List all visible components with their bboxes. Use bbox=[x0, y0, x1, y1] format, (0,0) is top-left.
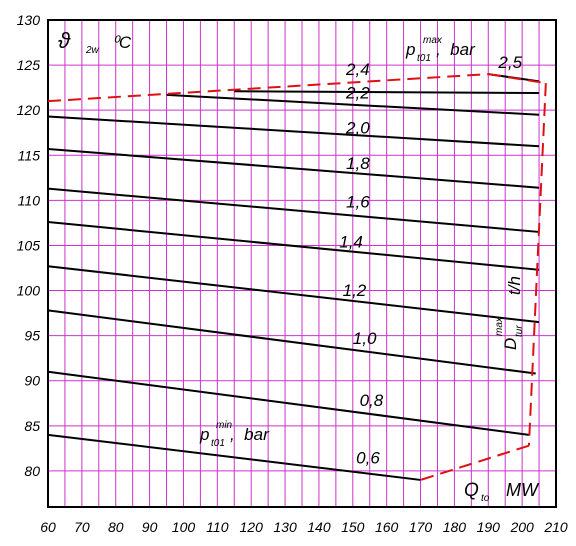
x-tick-label: 120 bbox=[240, 519, 264, 535]
series-label: 1,8 bbox=[346, 154, 370, 173]
dmax-label-unit: t/h bbox=[505, 276, 524, 295]
series-label: 1,2 bbox=[343, 281, 367, 300]
series-line-1-4 bbox=[47, 221, 540, 271]
x-axis-label-unit: MW bbox=[506, 480, 540, 500]
y-axis-label-symbol: ϑ bbox=[58, 28, 71, 53]
series-line-1-2 bbox=[47, 265, 540, 324]
x-tick-label: 130 bbox=[273, 519, 297, 535]
x-tick-label: 80 bbox=[108, 519, 124, 535]
series-group bbox=[47, 73, 540, 481]
boundary-segment bbox=[420, 444, 530, 481]
x-axis-label-subscript: to bbox=[481, 493, 490, 504]
y-tick-label: 95 bbox=[24, 328, 40, 344]
dmax-label: D tur max t/h bbox=[494, 276, 525, 350]
boundary-group bbox=[47, 73, 547, 481]
series-label: 1,0 bbox=[353, 329, 377, 348]
x-axis-label-symbol: Q bbox=[464, 480, 479, 501]
pmax-label-main: p bbox=[405, 40, 415, 59]
x-tick-label: 110 bbox=[206, 519, 229, 535]
x-tick-label: 90 bbox=[142, 519, 158, 535]
pmax-label: p t01 max , bar bbox=[405, 35, 476, 64]
line-labels: 0,6 0,8 1,0 1,2 1,4 1,6 1,8 2,0 2,2 2,4 2,5 bbox=[339, 53, 522, 468]
series-label: 1,6 bbox=[346, 193, 370, 212]
x-tick-label: 150 bbox=[341, 519, 365, 535]
y-tick-label: 80 bbox=[24, 463, 40, 479]
grid bbox=[47, 19, 557, 507]
x-tick-label: 100 bbox=[172, 519, 196, 535]
boundary-segment bbox=[527, 83, 547, 446]
x-tick-label: 190 bbox=[477, 519, 501, 535]
pmin-label: p t01 min , bar bbox=[199, 420, 270, 449]
pmin-label-main: p bbox=[199, 425, 209, 444]
series-line-1-8 bbox=[47, 147, 540, 189]
y-tick-label: 90 bbox=[24, 373, 40, 389]
series-line-2-4 bbox=[234, 90, 540, 95]
y-axis-label-subscript: 2w bbox=[85, 45, 100, 56]
x-tick-label: 70 bbox=[74, 519, 90, 535]
y-tick-label: 85 bbox=[24, 418, 40, 434]
series-line-1-0 bbox=[47, 309, 536, 375]
y-tick-label: 115 bbox=[18, 147, 41, 163]
y-tick-label: 125 bbox=[17, 57, 41, 73]
x-tick-label: 180 bbox=[443, 519, 467, 535]
x-tick-label: 160 bbox=[375, 519, 399, 535]
series-line-2-2 bbox=[166, 93, 540, 116]
x-axis-label: Q to MW bbox=[464, 480, 540, 504]
pmax-label-sup: max bbox=[423, 35, 443, 46]
y-tick-label: 130 bbox=[17, 12, 41, 28]
series-label: 2,0 bbox=[345, 119, 370, 138]
x-tick-label: 170 bbox=[409, 519, 433, 535]
series-line-0-6 bbox=[47, 433, 421, 481]
y-tick-label: 110 bbox=[18, 192, 41, 208]
y-tick-label: 120 bbox=[17, 102, 41, 118]
y-tick-label: 105 bbox=[17, 237, 41, 253]
pmax-label-sub: t01 bbox=[417, 53, 431, 64]
series-line-0-8 bbox=[47, 370, 530, 436]
series-label: 2,2 bbox=[345, 83, 370, 102]
series-label: 2,4 bbox=[345, 60, 370, 79]
series-label: 1,4 bbox=[339, 232, 363, 251]
dmax-label-main: D bbox=[501, 338, 520, 350]
series-label: 0,6 bbox=[356, 449, 380, 468]
y-tick-label: 100 bbox=[17, 283, 41, 299]
pmin-label-sup: min bbox=[216, 420, 233, 431]
x-tick-label: 210 bbox=[543, 519, 568, 535]
x-tick-label: 60 bbox=[40, 519, 56, 535]
x-tick-label: 200 bbox=[509, 519, 534, 535]
series-label: 2,5 bbox=[497, 53, 522, 72]
plot-frame bbox=[47, 19, 557, 508]
pmax-label-unit: , bar bbox=[436, 40, 476, 59]
y-axis-label: ϑ 2w ⁰C bbox=[58, 28, 132, 56]
boundary-segment bbox=[488, 73, 546, 85]
series-line-1-6 bbox=[47, 187, 540, 233]
dmax-label-sub: tur bbox=[514, 325, 525, 337]
pmin-label-unit: , bar bbox=[230, 425, 270, 444]
series-line-2-0 bbox=[47, 115, 540, 148]
x-tick-label: 140 bbox=[307, 519, 331, 535]
tick-labels: 60 70 80 90 100 110 120 130 140 150 160 170 180 190 20… bbox=[17, 12, 568, 535]
y-axis-label-unit: ⁰C bbox=[112, 33, 132, 52]
boundary-segment bbox=[47, 73, 489, 103]
pmin-label-sub: t01 bbox=[211, 438, 225, 449]
dmax-label-sup: max bbox=[494, 316, 505, 336]
plot-border bbox=[47, 19, 557, 508]
series-label: 0,8 bbox=[360, 391, 384, 410]
